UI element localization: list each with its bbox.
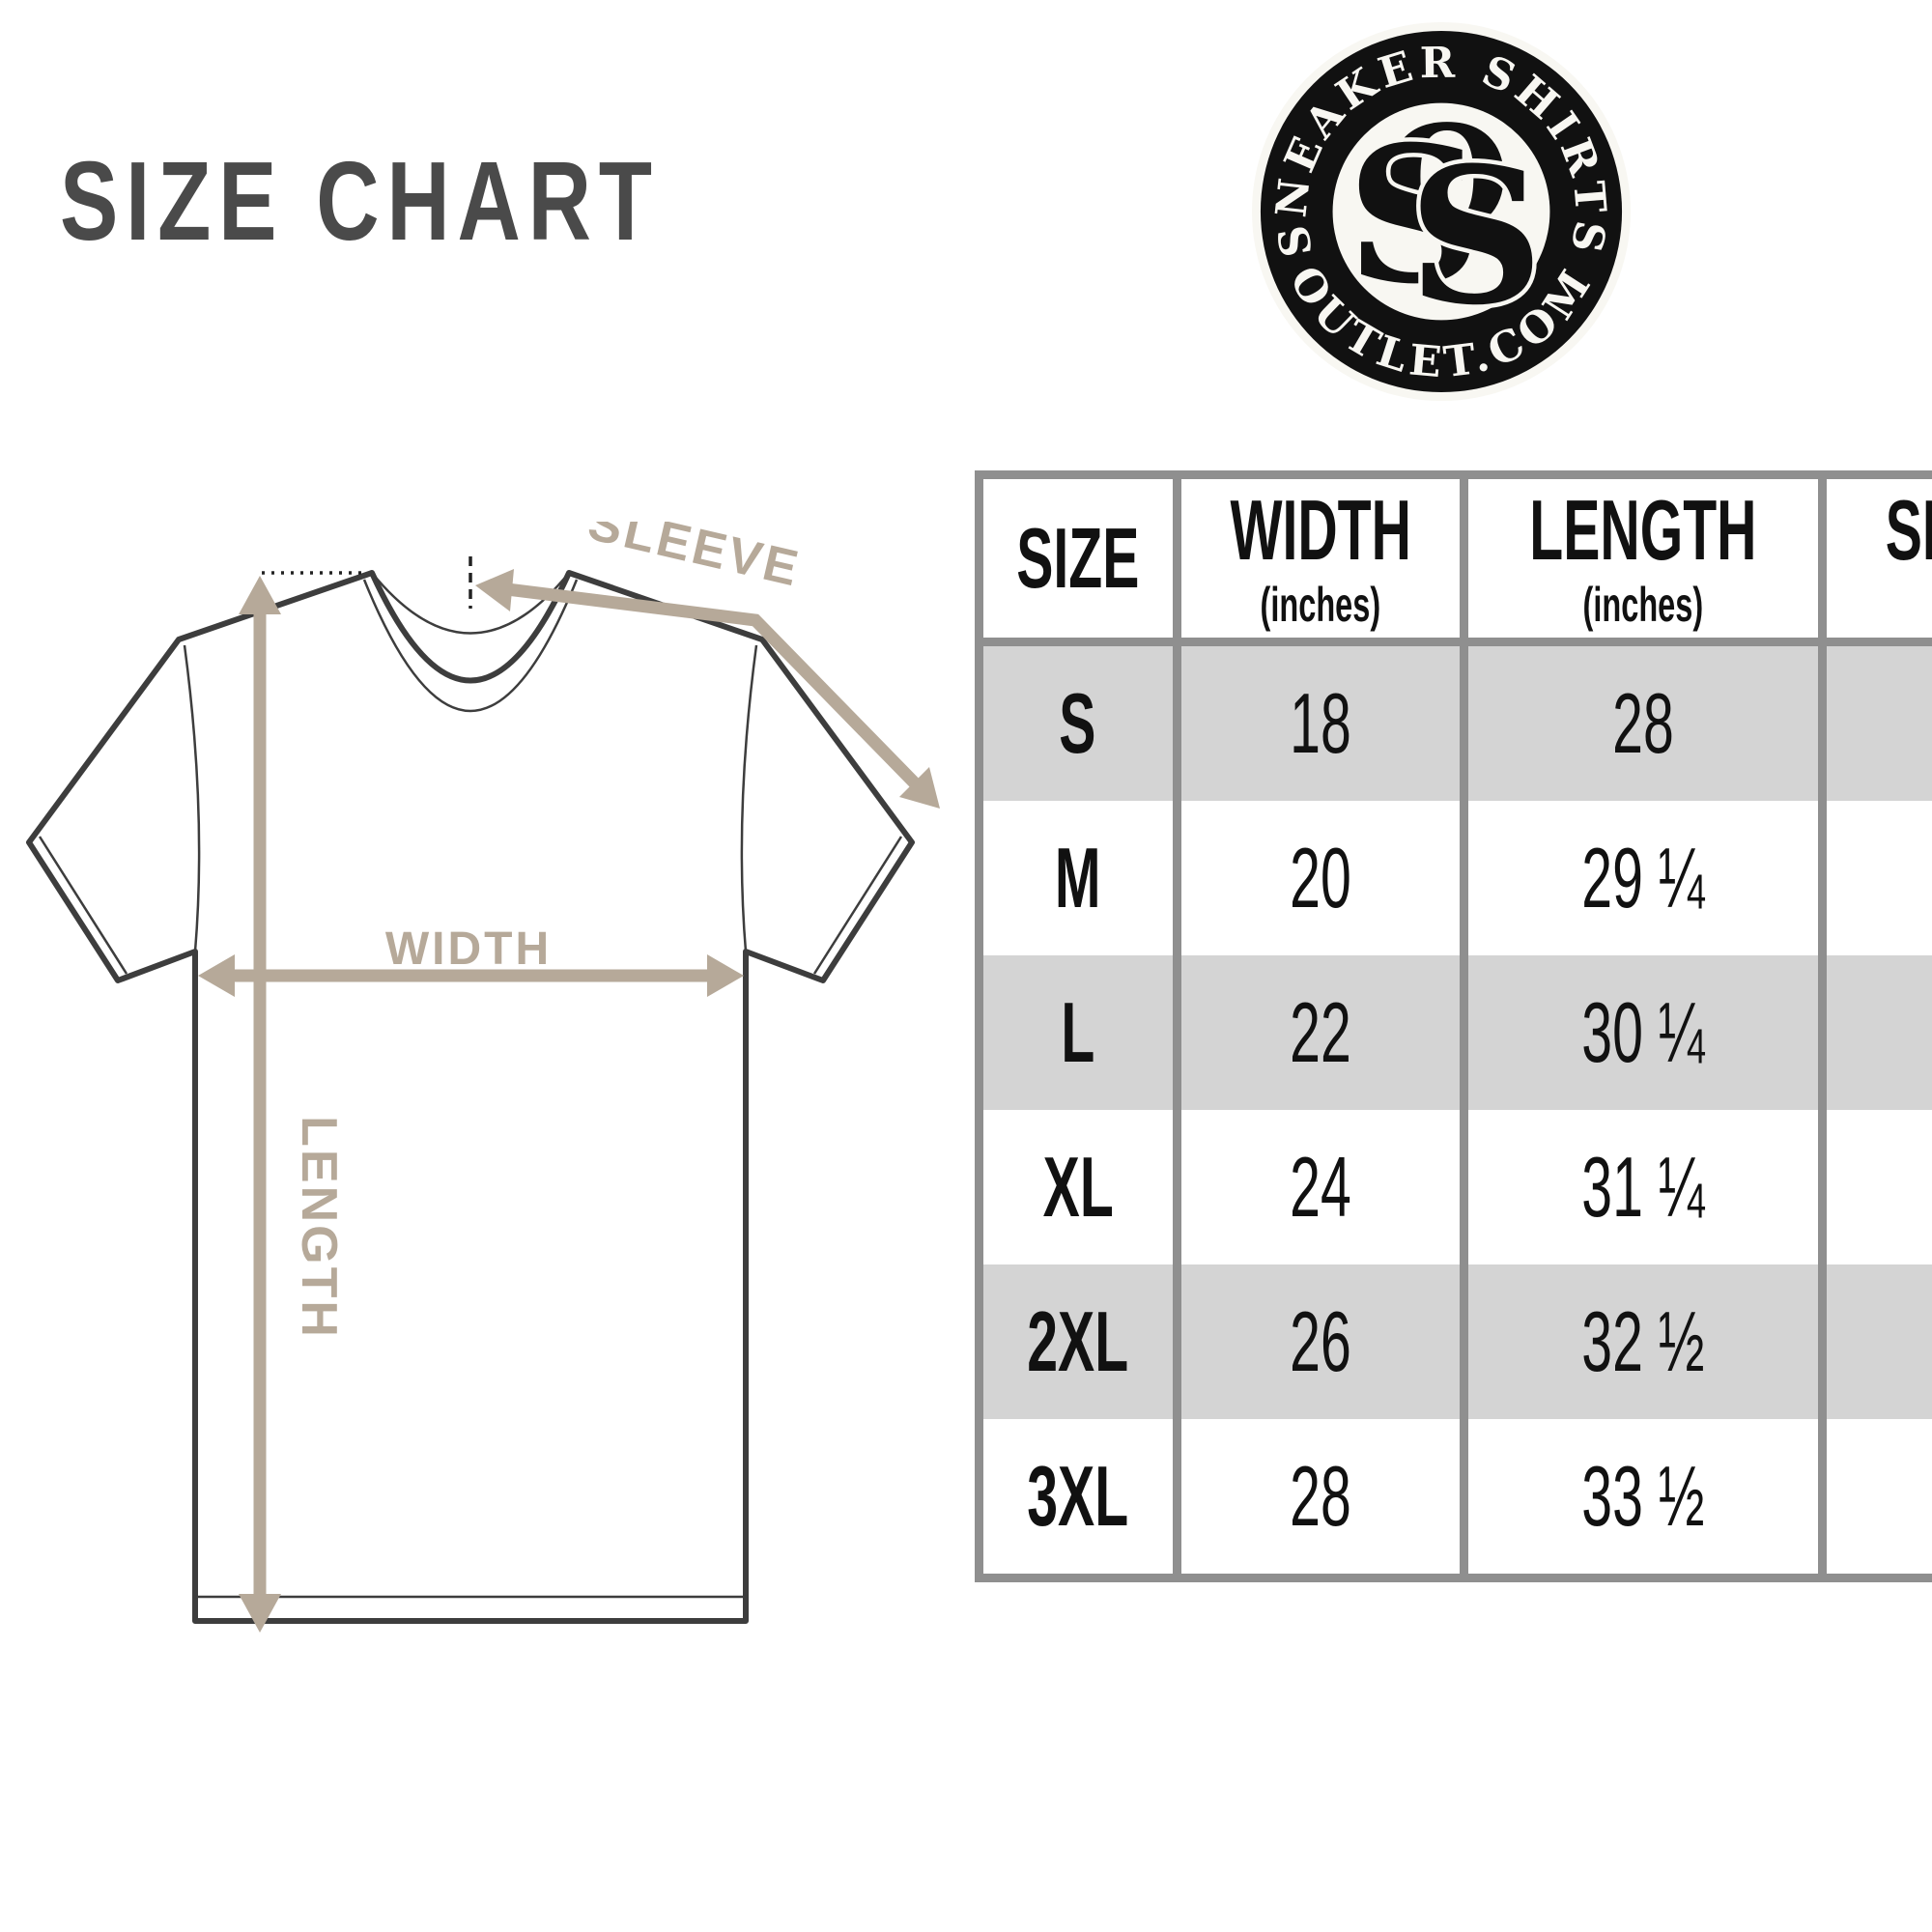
left-sleeve-seam xyxy=(183,644,201,952)
cell-width: 20 xyxy=(1172,801,1464,955)
col-header-sleeve: SLEEVE (inches) xyxy=(1817,474,1932,646)
cell-size: 3XL xyxy=(979,1419,1178,1578)
length-label: LENGTH xyxy=(291,1116,347,1340)
cell-size: L xyxy=(979,955,1178,1110)
cell-size: XL xyxy=(979,1110,1178,1264)
cell-width: 26 xyxy=(1172,1264,1464,1419)
size-table-header-row: SIZE WIDTH (inches) LENGTH (inches) xyxy=(979,474,1932,646)
cell-length: 29 ¼ xyxy=(1459,801,1823,955)
cell-length: 33 ½ xyxy=(1459,1419,1823,1578)
cell-sleeve: 15 ¾ xyxy=(1817,641,1932,801)
col-header-width: WIDTH (inches) xyxy=(1172,474,1464,646)
width-arrow xyxy=(198,954,744,997)
cell-width: 18 xyxy=(1172,641,1464,801)
cell-width: 22 xyxy=(1172,955,1464,1110)
cell-length: 32 ½ xyxy=(1459,1264,1823,1419)
size-table-row: 2XL 26 32 ½ 20 ¾ xyxy=(979,1264,1932,1419)
cell-sleeve: 18 ¼ xyxy=(1817,955,1932,1110)
cell-width: 24 xyxy=(1172,1110,1464,1264)
collar-stitch-arc xyxy=(362,579,579,713)
cell-size: M xyxy=(979,801,1178,955)
size-table-row: S 18 28 15 ¾ xyxy=(979,641,1932,801)
size-table-row: L 22 30 ¼ 18 ¼ xyxy=(979,955,1932,1110)
cell-length: 28 xyxy=(1459,641,1823,801)
cell-sleeve: 22 xyxy=(1817,1419,1932,1578)
col-header-size: SIZE xyxy=(979,474,1178,646)
right-cuff-stitch xyxy=(812,836,903,975)
cell-size: S xyxy=(979,641,1178,801)
cell-length: 31 ¼ xyxy=(1459,1110,1823,1264)
cell-sleeve: 19 ½ xyxy=(1817,1110,1932,1264)
cell-size: 2XL xyxy=(979,1264,1178,1419)
page-title: SIZE CHART xyxy=(60,138,660,264)
monogram-letter-o: O xyxy=(1384,95,1510,264)
cell-length: 30 ¼ xyxy=(1459,955,1823,1110)
sleeve-arrow xyxy=(475,569,940,809)
size-table: SIZE WIDTH (inches) LENGTH (inches) xyxy=(975,470,1932,1582)
size-table-row: M 20 29 ¼ 17 xyxy=(979,801,1932,955)
cell-sleeve: 17 xyxy=(1817,801,1932,955)
width-label: WIDTH xyxy=(385,923,552,975)
tshirt-outline xyxy=(26,570,915,1624)
logo-monogram: O S S xyxy=(1343,95,1548,351)
right-sleeve-seam xyxy=(740,644,758,952)
length-arrow xyxy=(239,576,281,1633)
logo-inner-circle xyxy=(1332,102,1550,321)
monogram-letter-s1: S xyxy=(1347,105,1482,326)
tshirt-diagram: SLEEVE WIDTH LENGTH xyxy=(26,522,940,1633)
brand-logo: SNEAKER SHIRTS OUTLET.COM O S S xyxy=(1251,21,1632,402)
monogram-letter-s2: S xyxy=(1408,127,1544,347)
size-table-row: 3XL 28 33 ½ 22 xyxy=(979,1419,1932,1578)
cell-width: 28 xyxy=(1172,1419,1464,1578)
size-table-row: XL 24 31 ¼ 19 ½ xyxy=(979,1110,1932,1264)
cell-sleeve: 20 ¾ xyxy=(1817,1264,1932,1419)
left-cuff-stitch xyxy=(38,836,128,975)
col-header-length: LENGTH (inches) xyxy=(1459,474,1823,646)
